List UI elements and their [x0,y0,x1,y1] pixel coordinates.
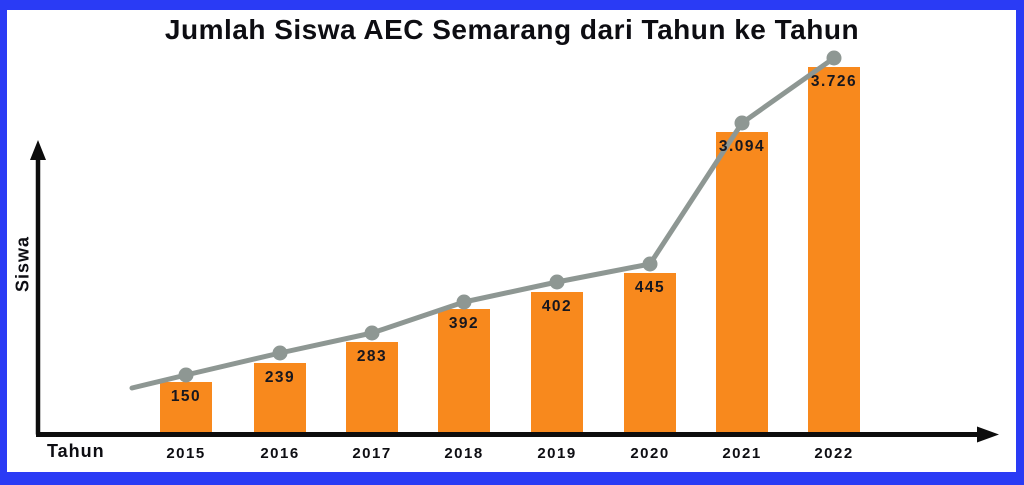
value-label-2018: 392 [449,315,479,332]
x-tick-label-2020: 2020 [630,445,669,462]
value-label-2019: 402 [542,298,572,315]
x-tick-label-2016: 2016 [260,445,299,462]
y-axis-arrowhead [30,140,46,160]
value-label-2017: 283 [357,348,387,365]
y-axis-label: Siswa [12,235,33,293]
bar-2022 [808,67,860,432]
value-label-2015: 150 [171,388,201,405]
x-axis-arrowhead [977,426,999,443]
value-label-2021: 3.094 [719,138,765,155]
x-tick-label-2021: 2021 [722,445,761,462]
x-tick-label-2018: 2018 [444,445,483,462]
trend-dot-2016 [272,345,288,361]
bar-2018 [438,309,490,432]
x-tick-label-2019: 2019 [537,445,576,462]
trend-dot-2019 [549,274,565,290]
value-label-2016: 239 [265,369,295,386]
trend-dot-2022 [826,50,842,66]
bar-2020 [624,273,676,432]
value-label-2020: 445 [635,279,665,296]
trend-dot-2021 [734,115,750,131]
value-label-2022: 3.726 [811,73,857,90]
x-axis-label: Tahun [47,441,105,461]
trend-dot-2015 [178,367,194,383]
bar-2017 [346,342,398,432]
x-tick-label-2022: 2022 [814,445,853,462]
bar-2015 [160,382,212,432]
bar-2019 [531,292,583,432]
bar-2016 [254,363,306,432]
trend-dot-2018 [456,294,472,310]
chart-title: Jumlah Siswa AEC Semarang dari Tahun ke … [164,14,860,45]
trend-dot-2020 [642,256,658,272]
bar-2021 [716,132,768,432]
x-tick-label-2015: 2015 [166,445,205,462]
trend-dot-2017 [364,325,380,341]
x-tick-label-2017: 2017 [352,445,391,462]
